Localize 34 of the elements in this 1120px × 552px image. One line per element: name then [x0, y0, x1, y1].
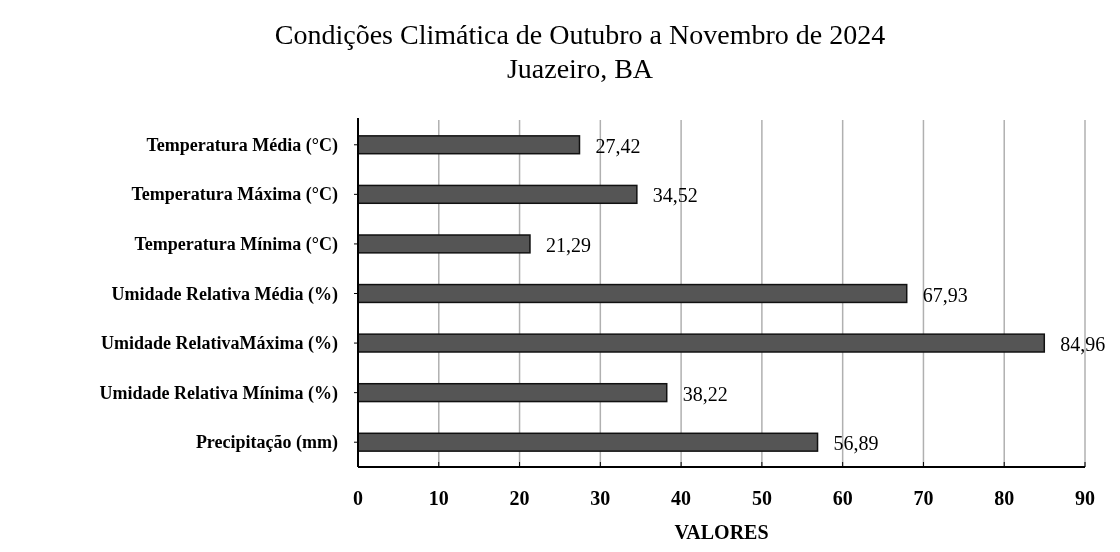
- bar: [357, 184, 638, 205]
- bar: [357, 135, 581, 155]
- x-tick-label: 60: [832, 487, 853, 509]
- data-label: 27,42: [595, 134, 641, 157]
- x-tick-label: 40: [671, 487, 692, 509]
- y-tick-label: Precipitação (mm): [195, 432, 338, 454]
- y-tick-label: Umidade Relativa Mínima (%): [99, 382, 338, 404]
- y-tick-label: Temperatura Média (°C): [146, 134, 338, 156]
- y-tick-label: Temperatura Mínima (°C): [134, 233, 338, 255]
- data-label: 56,89: [833, 432, 879, 455]
- x-axis-title: VALORES: [674, 521, 769, 543]
- data-label: 84,96: [1060, 333, 1106, 356]
- chart-title: Condições Climática de Outubro a Novembro de 2024: [274, 19, 886, 50]
- data-label: 34,52: [652, 184, 698, 207]
- data-label: 67,93: [922, 283, 968, 306]
- data-label: 38,22: [682, 382, 728, 405]
- chart-subtitle: Juazeiro, BA: [506, 53, 654, 84]
- bar: [357, 333, 1046, 353]
- x-tick-label: 20: [509, 487, 530, 509]
- y-tick-label: Umidade RelativaMáxima (%): [101, 333, 338, 355]
- x-tick-label: 0: [353, 487, 363, 509]
- bar: [357, 283, 908, 304]
- x-tick-label: 10: [428, 487, 449, 509]
- x-tick-label: 50: [751, 487, 772, 509]
- bar: [357, 432, 819, 452]
- y-tick-label: Umidade Relativa Média (%): [111, 283, 338, 305]
- y-tick-label: Temperatura Máxima (°C): [131, 184, 338, 206]
- x-tick-label: 30: [590, 487, 611, 509]
- x-tick-label: 80: [994, 487, 1015, 509]
- bar: [357, 234, 531, 254]
- data-label: 21,29: [545, 233, 591, 256]
- bar: [357, 382, 668, 403]
- x-tick-label: 70: [913, 487, 934, 509]
- x-tick-label: 90: [1075, 487, 1095, 509]
